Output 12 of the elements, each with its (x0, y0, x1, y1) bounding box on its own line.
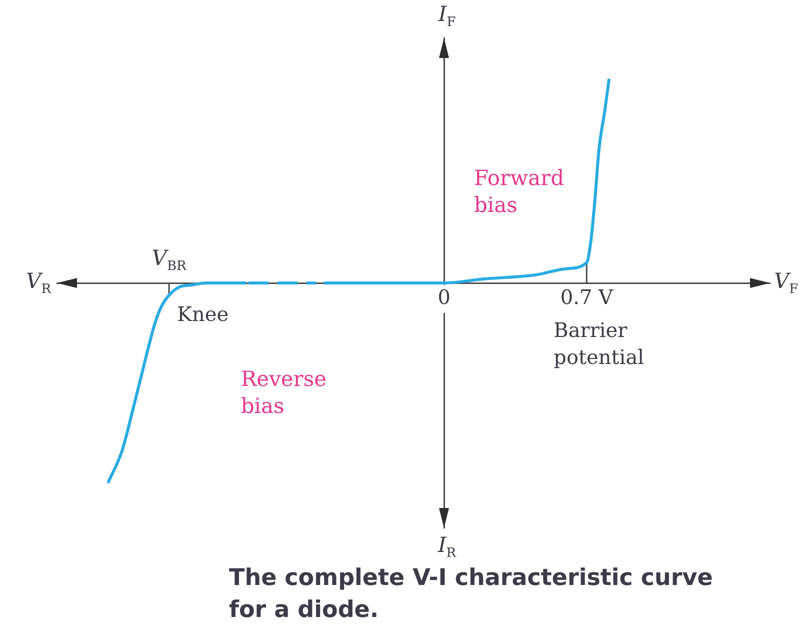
x-axis-title: V$_{F}$ (774, 268, 798, 298)
y-axis-title: I$_{F}$ (438, 1, 456, 32)
x-tick-label: 0.7 V (560, 285, 614, 310)
annotation: Barrier potential (554, 317, 644, 371)
text: I$_{R}$ (438, 533, 456, 561)
x-tick-label: 0 (438, 285, 450, 310)
annotation: Reverse bias (240, 366, 327, 420)
annotation: Forward bias (474, 164, 564, 219)
annotation: V$_{BR}$ (152, 245, 186, 276)
text: The complete V-I characteristic curve for a diode. (229, 564, 714, 625)
annotation: Knee (177, 301, 229, 328)
text: V$_{R}$ (26, 268, 51, 298)
